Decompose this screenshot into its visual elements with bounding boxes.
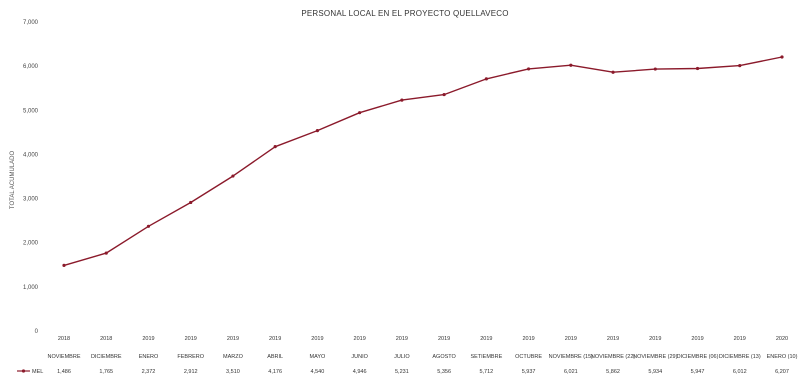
x-tick-label: ENERO <box>139 354 159 360</box>
data-label: 4,946 <box>353 369 367 375</box>
y-tick-label: 0 <box>35 329 39 335</box>
data-label: 1,486 <box>57 369 71 375</box>
data-point <box>526 67 531 71</box>
x-tick-year: 2019 <box>438 336 450 342</box>
x-tick-year: 2019 <box>734 336 746 342</box>
legend-marker <box>21 369 26 373</box>
x-axis-labels: 2018 NOVIEMBRE 2018 DICIEMBRE 2019 ENERO 2019 F… <box>47 336 797 360</box>
data-point <box>104 251 108 255</box>
data-point <box>315 128 320 133</box>
data-label: 5,356 <box>437 369 451 375</box>
y-tick-label: 5,000 <box>23 108 39 114</box>
x-tick-label: ENERO (10) <box>767 354 798 360</box>
data-point <box>358 111 362 115</box>
data-point <box>569 63 573 67</box>
data-label: 5,231 <box>395 369 409 375</box>
x-tick-label: FEBRERO <box>177 354 204 360</box>
data-label: 5,947 <box>691 369 705 375</box>
x-tick-year: 2019 <box>691 336 703 342</box>
x-tick-label: JUNIO <box>351 354 368 360</box>
legend-label: MEL <box>32 369 43 375</box>
data-label: 4,540 <box>311 369 325 375</box>
x-tick-label: DICIEMBRE <box>91 354 122 360</box>
x-tick-year: 2019 <box>269 336 281 342</box>
data-label: 5,712 <box>479 369 493 375</box>
data-label: 5,862 <box>606 369 620 375</box>
x-tick-label: NOVIEMBRE <box>47 354 80 360</box>
x-tick-year: 2019 <box>185 336 197 342</box>
x-tick-label: OCTUBRE <box>515 354 542 360</box>
data-point <box>484 77 488 81</box>
x-tick-year: 2019 <box>311 336 323 342</box>
data-table: MEL 1,486 1,765 2,372 2,912 3,510 4,176 4,540 4,… <box>17 369 789 375</box>
data-label: 4,176 <box>268 369 282 375</box>
y-tick-label: 1,000 <box>23 285 39 291</box>
x-tick-label: NOVIEMBRE (22) <box>591 354 635 360</box>
x-tick-label: DICIEMBRE (06) <box>677 354 719 360</box>
x-tick-year: 2019 <box>522 336 534 342</box>
data-point <box>442 92 446 97</box>
x-tick-year: 2020 <box>776 336 788 342</box>
series-line <box>63 56 783 267</box>
y-axis-label: TOTAL ACUMULADO <box>10 151 16 210</box>
data-label: 6,012 <box>733 369 747 375</box>
data-label: 6,021 <box>564 369 578 375</box>
x-tick-year: 2019 <box>649 336 661 342</box>
x-tick-label: JULIO <box>394 354 410 360</box>
x-tick-year: 2019 <box>396 336 408 342</box>
y-axis-ticks: 0 1,000 2,000 3,000 4,000 5,000 6,000 7,000 <box>23 20 39 335</box>
x-tick-label: AGOSTO <box>432 354 456 360</box>
x-tick-label: SETIEMBRE <box>470 354 502 360</box>
data-point <box>146 224 151 228</box>
y-tick-label: 6,000 <box>23 64 39 70</box>
x-tick-year: 2019 <box>142 336 154 342</box>
data-point <box>400 98 404 102</box>
x-tick-year: 2019 <box>480 336 492 342</box>
data-label: 1,765 <box>99 369 113 375</box>
x-tick-label: ABRIL <box>267 354 283 360</box>
y-tick-label: 4,000 <box>23 152 39 158</box>
data-point <box>62 263 66 268</box>
x-tick-label: NOVIEMBRE (29) <box>633 354 677 360</box>
x-tick-year: 2018 <box>100 336 112 342</box>
x-tick-label: DICIEMBRE (13) <box>719 354 761 360</box>
data-label: 6,207 <box>775 369 789 375</box>
data-label: 2,372 <box>142 369 156 375</box>
plot-area <box>62 55 784 268</box>
data-label: 2,912 <box>184 369 198 375</box>
data-point <box>653 67 657 71</box>
x-tick-year: 2019 <box>227 336 239 342</box>
y-tick-label: 7,000 <box>23 20 39 26</box>
y-tick-label: 2,000 <box>23 241 39 247</box>
data-label: 3,510 <box>226 369 240 375</box>
x-tick-label: MAYO <box>310 354 327 360</box>
data-point <box>738 64 742 68</box>
data-label: 5,937 <box>522 369 536 375</box>
data-point <box>231 174 235 178</box>
data-label: 5,934 <box>648 369 662 375</box>
x-tick-label: MARZO <box>223 354 244 360</box>
x-tick-year: 2019 <box>354 336 366 342</box>
data-point <box>611 70 615 74</box>
x-tick-year: 2019 <box>565 336 577 342</box>
data-point <box>780 55 784 59</box>
data-point <box>695 66 700 71</box>
data-point <box>273 145 277 149</box>
x-tick-year: 2018 <box>58 336 70 342</box>
chart-title: PERSONAL LOCAL EN EL PROYECTO QUELLAVECO <box>301 9 508 18</box>
y-tick-label: 3,000 <box>23 197 39 203</box>
data-point <box>189 200 193 205</box>
x-tick-year: 2019 <box>607 336 619 342</box>
x-tick-label: NOVIEMBRE (15) <box>549 354 593 360</box>
